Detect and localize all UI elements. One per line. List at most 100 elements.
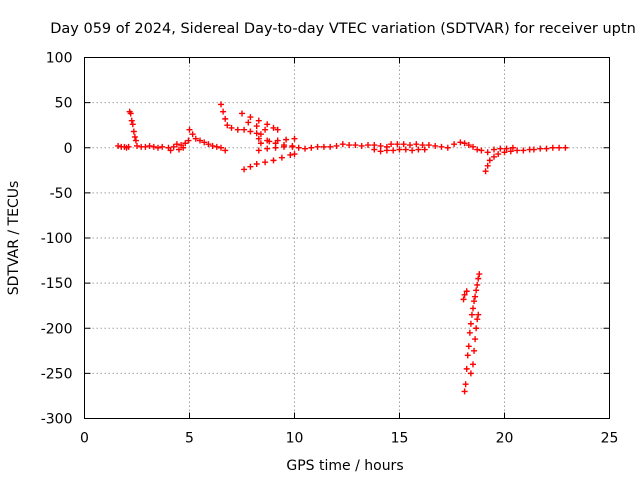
data-point	[245, 119, 252, 126]
data-point	[192, 135, 199, 142]
y-tick-label: -200	[41, 321, 73, 337]
y-tick-label: -250	[41, 366, 73, 382]
data-point	[218, 101, 224, 108]
data-point	[476, 271, 483, 278]
y-tick-label: -100	[41, 231, 73, 247]
data-point	[131, 133, 138, 140]
x-tick-label: 15	[391, 431, 409, 447]
data-point	[134, 142, 140, 149]
y-tick-label: 50	[55, 96, 73, 112]
axis-ticks	[84, 57, 610, 419]
data-point	[274, 126, 281, 133]
x-tick-labels: 0 5 10 15 20 25	[80, 431, 618, 447]
data-point	[339, 141, 346, 148]
x-tick-label: 25	[601, 431, 619, 447]
data-points	[115, 101, 569, 395]
data-point	[470, 361, 476, 368]
data-point	[514, 147, 521, 154]
data-point	[327, 143, 334, 150]
data-point	[466, 329, 473, 336]
data-point	[503, 145, 510, 152]
data-point	[346, 142, 353, 149]
data-point	[253, 130, 260, 137]
data-point	[461, 140, 468, 147]
data-point	[537, 145, 544, 152]
data-point	[257, 140, 264, 147]
data-point	[262, 159, 269, 166]
plot-frame	[84, 57, 610, 419]
data-point	[474, 316, 481, 323]
data-point	[484, 149, 491, 156]
data-point	[291, 151, 298, 158]
data-point	[377, 148, 384, 155]
data-point	[486, 157, 493, 164]
chart-title: Day 059 of 2024, Sidereal Day-to-day VTE…	[50, 21, 636, 37]
data-point	[465, 142, 472, 149]
data-point	[283, 136, 290, 143]
data-point	[213, 143, 220, 150]
data-point	[461, 388, 468, 395]
data-point	[189, 131, 196, 138]
data-point	[352, 142, 359, 149]
data-point	[415, 146, 422, 153]
data-point	[474, 146, 481, 153]
data-point	[159, 143, 166, 150]
data-point	[463, 288, 470, 295]
data-point	[497, 145, 504, 152]
data-point	[247, 163, 254, 170]
y-tick-label: -300	[41, 412, 73, 428]
grid-lines	[84, 57, 610, 419]
data-point	[556, 144, 563, 151]
data-point	[463, 365, 470, 372]
data-point	[400, 141, 407, 148]
y-tick-labels: 100 50 0 -50 -100 -150 -200 -250 -300	[41, 51, 73, 428]
data-point	[472, 336, 479, 343]
data-point	[150, 143, 157, 150]
data-point	[247, 114, 254, 121]
data-point	[220, 108, 227, 115]
data-point	[218, 144, 224, 151]
data-point	[127, 110, 134, 117]
y-tick-label: -150	[41, 276, 73, 292]
data-point	[413, 141, 420, 148]
data-point	[421, 146, 428, 153]
data-point	[257, 131, 264, 138]
data-point	[314, 143, 321, 150]
data-point	[473, 287, 480, 294]
data-point	[501, 149, 508, 156]
data-point	[388, 141, 395, 148]
data-point	[407, 142, 413, 149]
data-point	[507, 148, 514, 155]
data-point	[377, 142, 384, 149]
data-point	[125, 143, 132, 150]
data-point	[262, 126, 269, 133]
data-point	[464, 352, 471, 359]
data-point	[247, 128, 254, 135]
data-point	[278, 154, 285, 161]
data-point	[432, 142, 439, 149]
data-point	[170, 143, 177, 150]
data-point	[474, 281, 481, 288]
data-point	[167, 147, 174, 154]
data-point	[197, 137, 203, 144]
data-point	[228, 124, 235, 131]
data-point	[465, 343, 472, 350]
data-point	[549, 144, 556, 151]
x-tick-label: 10	[286, 431, 304, 447]
data-point	[333, 142, 340, 149]
y-axis-label: SDTVAR / TECUs	[6, 181, 22, 296]
data-point	[444, 144, 451, 151]
data-point	[264, 145, 271, 152]
x-tick-label: 0	[80, 431, 89, 447]
data-point	[419, 142, 426, 149]
x-tick-label: 20	[496, 431, 514, 447]
data-point	[281, 142, 287, 149]
data-point	[185, 137, 192, 144]
data-point	[205, 141, 212, 148]
data-point	[224, 122, 231, 129]
data-point	[365, 142, 371, 149]
data-point	[222, 115, 229, 122]
data-point	[520, 147, 527, 154]
data-point	[182, 140, 189, 147]
